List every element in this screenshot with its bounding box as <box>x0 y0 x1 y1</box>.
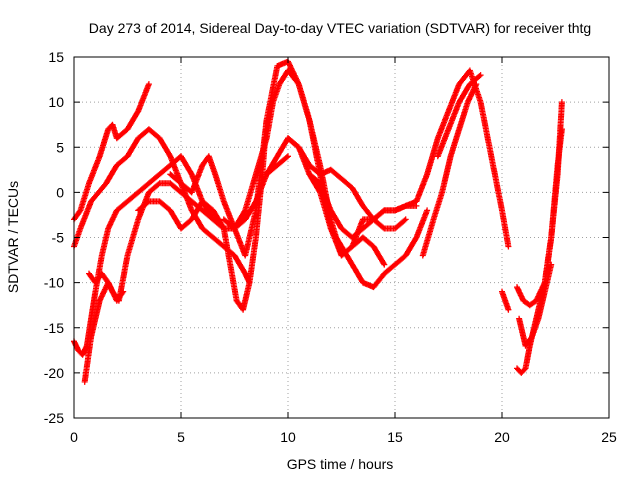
y-tick-label: -15 <box>44 320 64 336</box>
grid-lines <box>74 57 609 418</box>
series-s17 <box>516 261 555 349</box>
series-markers <box>434 72 484 160</box>
series-s12 <box>419 81 480 259</box>
y-tick-label: -20 <box>44 365 64 381</box>
y-axis-label: SDTVAR / TECUs <box>5 181 21 293</box>
x-tick-label: 25 <box>601 429 617 445</box>
x-tick-label: 0 <box>70 429 78 445</box>
y-tick-label: -5 <box>52 230 65 246</box>
series-markers <box>516 261 555 349</box>
y-tick-label: -10 <box>44 275 64 291</box>
series-s13 <box>434 72 484 160</box>
x-tick-label: 10 <box>280 429 296 445</box>
y-tick-label: 15 <box>48 49 64 65</box>
x-axis-label: GPS time / hours <box>287 456 394 472</box>
series-markers <box>419 81 480 259</box>
y-tick-label: 5 <box>56 139 64 155</box>
chart-title: Day 273 of 2014, Sidereal Day-to-day VTE… <box>89 20 591 36</box>
x-tick-label: 20 <box>494 429 510 445</box>
x-tick-label: 15 <box>387 429 403 445</box>
axis-ticks: 0 5 10 15 20 25 -25 -20 -15 -10 -5 0 5 10 15 <box>44 49 617 445</box>
series-s5 <box>86 270 127 304</box>
y-tick-label: 10 <box>48 94 64 110</box>
series-markers <box>86 270 127 304</box>
data-points <box>71 58 565 385</box>
series-markers <box>499 288 512 313</box>
y-tick-label: -25 <box>44 410 64 426</box>
series-s14 <box>499 288 512 313</box>
y-tick-label: 0 <box>56 184 64 200</box>
x-tick-label: 5 <box>177 429 185 445</box>
